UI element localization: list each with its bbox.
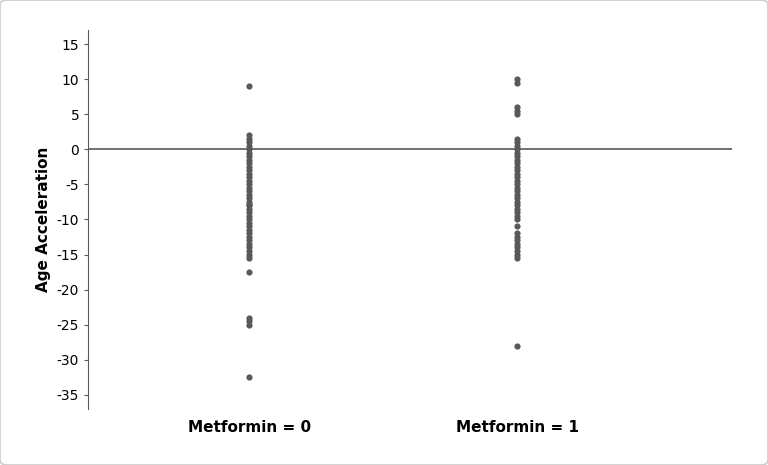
Point	[243, 149, 255, 157]
Point	[243, 132, 255, 139]
Point	[243, 195, 255, 202]
Point	[243, 191, 255, 199]
Point	[243, 247, 255, 255]
Point	[243, 146, 255, 153]
Point	[243, 153, 255, 160]
Point	[511, 184, 524, 192]
Point	[511, 181, 524, 188]
Point	[511, 251, 524, 258]
Point	[511, 166, 524, 174]
Point	[511, 233, 524, 241]
Point	[511, 149, 524, 157]
Point	[511, 163, 524, 171]
Point	[511, 75, 524, 83]
Point	[243, 219, 255, 226]
Point	[511, 342, 524, 349]
Point	[511, 111, 524, 118]
Point	[243, 159, 255, 167]
Point	[243, 314, 255, 321]
Point	[243, 170, 255, 178]
Point	[511, 230, 524, 237]
Point	[511, 104, 524, 111]
Point	[243, 177, 255, 185]
Point	[511, 202, 524, 209]
Point	[511, 247, 524, 255]
Point	[243, 321, 255, 328]
Point	[511, 191, 524, 199]
Point	[511, 212, 524, 219]
Point	[511, 240, 524, 248]
Point	[243, 223, 255, 230]
Point	[243, 230, 255, 237]
Point	[511, 107, 524, 114]
Point	[511, 237, 524, 244]
Point	[511, 79, 524, 86]
Point	[511, 156, 524, 164]
Point	[243, 184, 255, 192]
Point	[243, 156, 255, 164]
Point	[511, 177, 524, 185]
Point	[511, 198, 524, 206]
Point	[511, 244, 524, 251]
Point	[511, 170, 524, 178]
Point	[511, 188, 524, 195]
Point	[511, 205, 524, 213]
Point	[243, 202, 255, 209]
Point	[243, 139, 255, 146]
Point	[243, 181, 255, 188]
Point	[243, 205, 255, 213]
Point	[243, 166, 255, 174]
Point	[511, 135, 524, 143]
Point	[243, 135, 255, 143]
Y-axis label: Age Acceleration: Age Acceleration	[36, 147, 51, 292]
Point	[243, 373, 255, 381]
Point	[243, 198, 255, 206]
Point	[511, 209, 524, 216]
Point	[243, 216, 255, 223]
Point	[511, 159, 524, 167]
Point	[243, 173, 255, 181]
Point	[511, 223, 524, 230]
Point	[243, 233, 255, 241]
Point	[243, 251, 255, 258]
Point	[243, 240, 255, 248]
Point	[243, 212, 255, 219]
Point	[243, 237, 255, 244]
Point	[511, 153, 524, 160]
Point	[243, 268, 255, 276]
Point	[511, 254, 524, 262]
Point	[511, 142, 524, 150]
Point	[243, 163, 255, 171]
Point	[511, 139, 524, 146]
Point	[243, 209, 255, 216]
Point	[243, 142, 255, 150]
Point	[243, 188, 255, 195]
Point	[511, 195, 524, 202]
Point	[243, 226, 255, 234]
Point	[243, 244, 255, 251]
Point	[243, 254, 255, 262]
Point	[511, 146, 524, 153]
Point	[511, 216, 524, 223]
Point	[511, 173, 524, 181]
Point	[243, 202, 255, 209]
Point	[243, 318, 255, 325]
Point	[243, 82, 255, 90]
